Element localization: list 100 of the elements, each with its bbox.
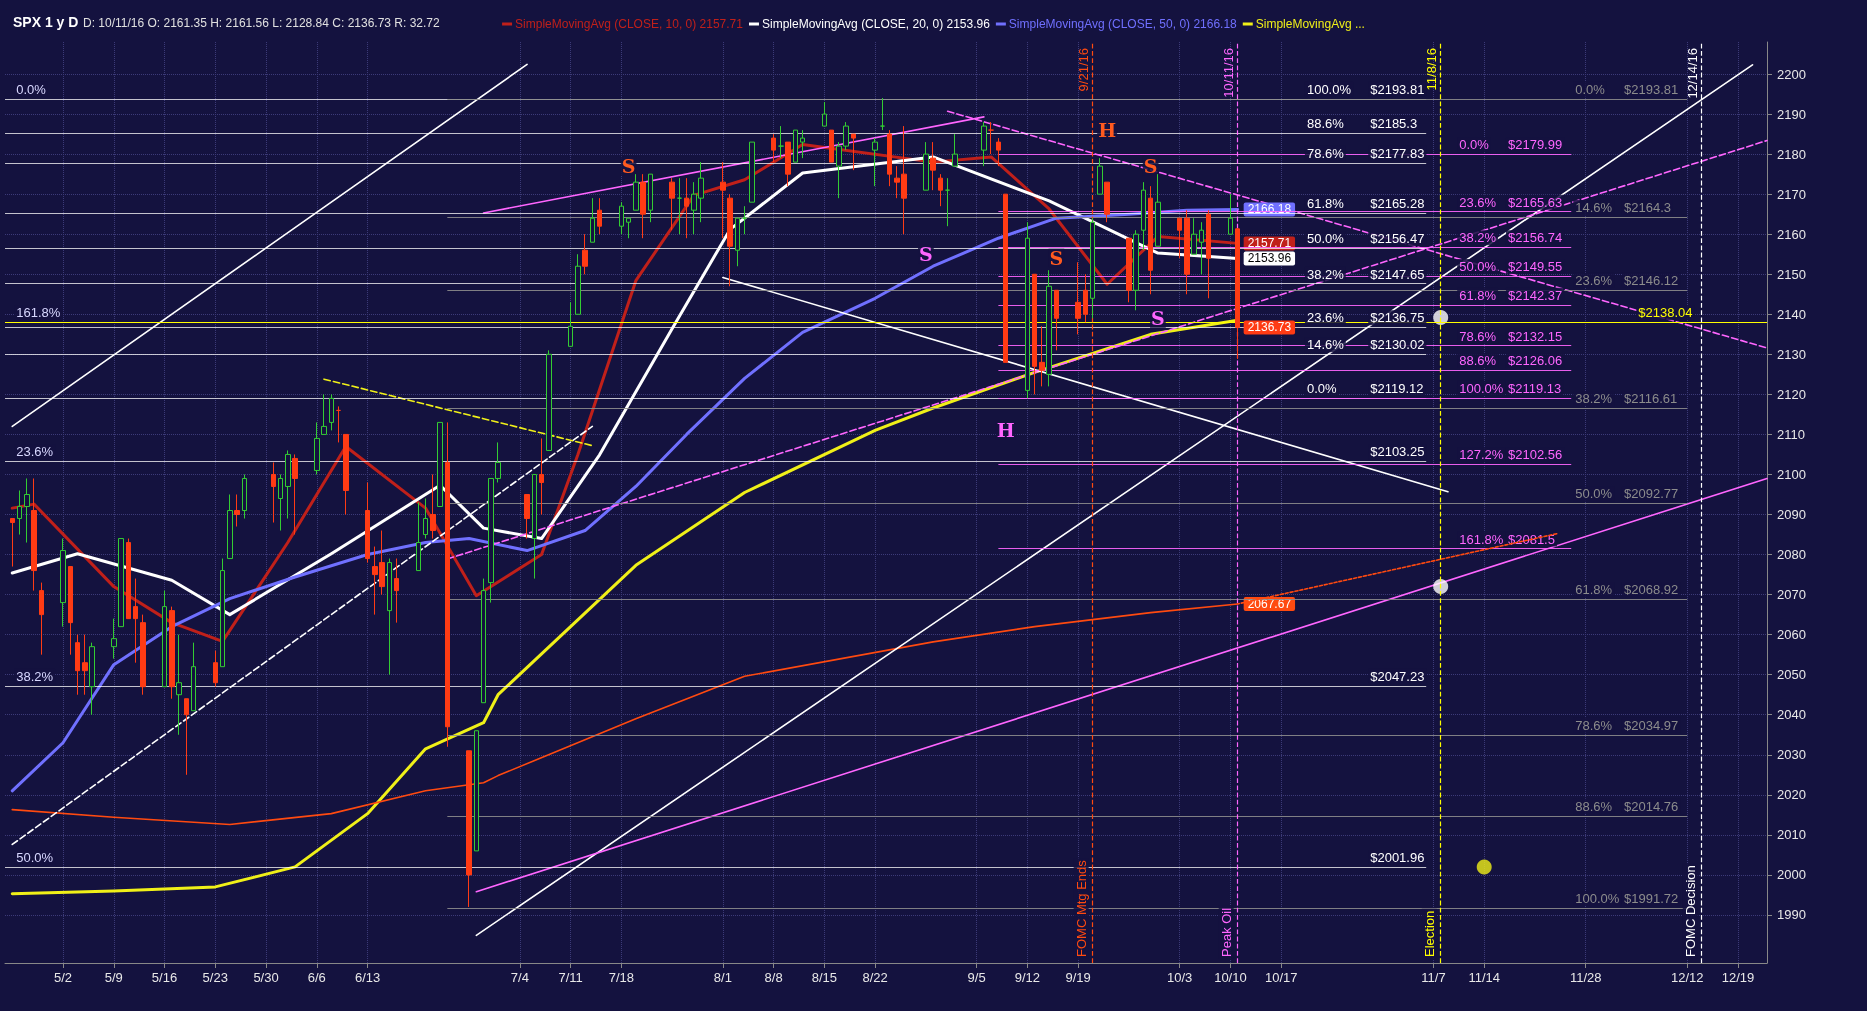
annotation: 11/8/16 (1424, 48, 1440, 91)
y-tick-label: 2190 (1777, 106, 1806, 122)
x-tick-label: 12/12 (1670, 970, 1704, 985)
ref-line-label: $2116.61 (1623, 390, 1678, 406)
x-tick-label: 10/3 (1167, 970, 1193, 985)
ref-line-label: FOMC Mtg Ends (1073, 859, 1089, 957)
x-tick-label: 7/11 (558, 970, 583, 985)
ref-line-label: Peak Oil (1218, 907, 1234, 957)
annotation: 88.6% (1575, 798, 1613, 814)
y-tick-label: 2070 (1777, 587, 1806, 603)
annotation: 23.6% (1306, 310, 1345, 326)
legend-label: SimpleMovingAvg (CLOSE, 20, 0) 2153.96 (761, 17, 991, 31)
ref-line-label: $2179.99 (1507, 137, 1563, 153)
annotation: 14.6% (1306, 337, 1345, 353)
y-tick-label: 2090 (1777, 507, 1806, 523)
chart-subtitle: D: 10/11/16 O: 2161.35 H: 2161.56 L: 2128.84 C: 2136.73 R: 32.72 (83, 16, 441, 30)
y-tick-label: 2160 (1777, 226, 1806, 242)
ref-line-label: $2164.3 (1623, 199, 1671, 215)
y-tick-label: 2150 (1777, 266, 1806, 282)
x-tick-label: 9/5 (967, 970, 986, 985)
annotation: 78.6% (1575, 717, 1613, 733)
ref-line-label: $2138.04 (1638, 305, 1693, 321)
x-tick-label: 5/30 (253, 970, 279, 985)
annotation: 88.6% (1459, 353, 1497, 369)
ref-line-label: $2130.02 (1370, 337, 1425, 353)
x-tick-label: 9/19 (1065, 970, 1091, 985)
annotation: 12/14/16 (1685, 48, 1701, 99)
x-tick-label: 5/2 (53, 970, 73, 985)
annotation: 61.8% (1306, 196, 1345, 212)
ref-line-label: $2119.12 (1370, 380, 1424, 396)
annotation: 50.0% (1575, 486, 1613, 502)
x-tick-label: 8/8 (764, 970, 783, 985)
annotation: 9/21/16 (1076, 48, 1092, 92)
annotation: 61.8% (1459, 287, 1497, 303)
x-tick-label: 10/10 (1214, 970, 1247, 985)
annotation: 38.2% (1459, 230, 1497, 246)
ref-line-label: $2034.97 (1623, 717, 1679, 733)
x-tick-label: 11/7 (1421, 970, 1446, 985)
y-tick-label: 2050 (1777, 667, 1806, 683)
y-tick-label: 2120 (1777, 386, 1806, 402)
y-tick-label: 2030 (1777, 747, 1806, 763)
ref-line-label: $2185.3 (1370, 115, 1418, 131)
data-label: 2153.96 (1247, 251, 1292, 266)
annotation: 100.0% (1575, 891, 1620, 907)
x-tick-label: 5/23 (202, 970, 228, 985)
x-tick-label: 8/22 (862, 970, 888, 985)
annotation: 50.0% (16, 850, 54, 866)
ref-line-label: $2156.47 (1370, 231, 1425, 247)
y-tick-label: 2110 (1777, 426, 1805, 442)
annotation: 23.6% (1459, 194, 1497, 210)
ref-line-label: $2146.12 (1623, 272, 1679, 288)
x-tick-label: 6/13 (354, 970, 381, 985)
x-tick-label: 7/4 (510, 970, 529, 985)
y-tick-label: 2080 (1777, 547, 1806, 563)
ref-line-label: $2142.37 (1507, 287, 1563, 303)
annotation: 38.2% (1306, 266, 1345, 282)
annotation: H (996, 419, 1015, 442)
legend-label: SimpleMovingAvg ... (1255, 17, 1365, 31)
ref-line-label: $2119.13 (1507, 380, 1562, 396)
x-tick-label: 8/1 (713, 970, 732, 985)
annotation: 50.0% (1306, 231, 1345, 247)
ref-line-label: $2126.06 (1507, 353, 1563, 369)
ref-line-label: $2149.55 (1507, 259, 1563, 275)
annotation: 161.8% (1459, 531, 1504, 547)
annotation: 161.8% (16, 305, 61, 321)
annotation: 10/11/16 (1221, 48, 1237, 98)
y-tick-label: 2020 (1777, 787, 1806, 803)
annotation: 78.6% (1459, 328, 1497, 344)
y-tick-label: 1990 (1777, 907, 1806, 923)
y-tick-label: 2180 (1777, 146, 1806, 162)
annotation: S (1151, 307, 1165, 330)
annotation: S (621, 155, 636, 178)
y-tick-label: 2100 (1777, 466, 1806, 482)
ref-line-label: $2177.83 (1370, 145, 1425, 161)
annotation: 0.0% (1575, 81, 1606, 97)
x-tick-label: 10/17 (1264, 970, 1298, 985)
annotation: 38.2% (16, 668, 54, 684)
annotation: 23.6% (16, 444, 54, 460)
ref-line-label: FOMC Decision (1682, 865, 1698, 957)
data-label: 2067.67 (1247, 596, 1292, 611)
ref-line-label: $2147.65 (1370, 266, 1425, 282)
annotation: 100.0% (1459, 380, 1504, 396)
ref-line-label: $2047.23 (1370, 668, 1425, 684)
annotation: S (1049, 247, 1064, 270)
y-tick-label: 2010 (1777, 827, 1806, 843)
annotation: 2136.73 (1247, 320, 1292, 335)
x-tick-label: 11/14 (1468, 970, 1500, 985)
ref-line-label: $2068.92 (1623, 581, 1679, 597)
annotation: H (1098, 119, 1117, 142)
y-tick-label: 2000 (1777, 867, 1806, 883)
y-tick-label: 2140 (1777, 306, 1806, 322)
x-tick-label: 9/12 (1014, 970, 1041, 985)
ref-line-label: $2136.75 (1370, 310, 1425, 326)
x-tick-label: 6/6 (307, 970, 326, 985)
ref-line-label: $2132.15 (1507, 328, 1563, 344)
x-tick-label: 7/18 (608, 970, 634, 985)
legend-label: SimpleMovingAvg (CLOSE, 50, 0) 2166.18 (1008, 17, 1238, 31)
ref-line-label: $2165.28 (1370, 196, 1425, 212)
annotation: 61.8% (1575, 581, 1613, 597)
x-tick-label: 5/9 (104, 970, 123, 985)
